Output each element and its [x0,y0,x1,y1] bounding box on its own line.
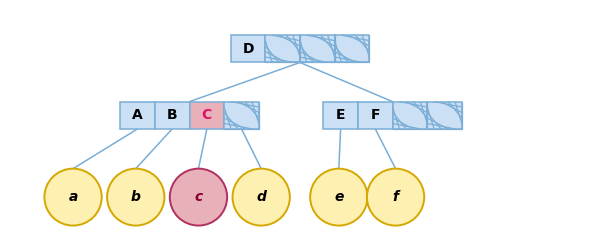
Ellipse shape [107,169,164,226]
Ellipse shape [310,169,367,226]
Bar [358,102,392,129]
Bar [427,102,462,129]
Text: D: D [242,42,254,56]
Text: e: e [334,190,344,204]
Bar [190,102,224,129]
Text: E: E [336,108,346,122]
Bar [224,102,259,129]
Ellipse shape [367,169,424,226]
Ellipse shape [44,169,102,226]
Ellipse shape [233,169,290,226]
Text: a: a [68,190,78,204]
Text: d: d [256,190,266,204]
Text: B: B [167,108,178,122]
Bar [300,35,335,62]
Text: F: F [371,108,380,122]
Text: b: b [131,190,141,204]
Bar [323,102,358,129]
Bar [231,35,265,62]
Text: c: c [194,190,203,204]
Ellipse shape [170,169,227,226]
Text: f: f [392,190,398,204]
Text: C: C [202,108,212,122]
Bar [392,102,427,129]
Bar [120,102,155,129]
Bar [335,35,369,62]
Bar [155,102,190,129]
Bar [265,35,300,62]
Text: A: A [132,108,143,122]
